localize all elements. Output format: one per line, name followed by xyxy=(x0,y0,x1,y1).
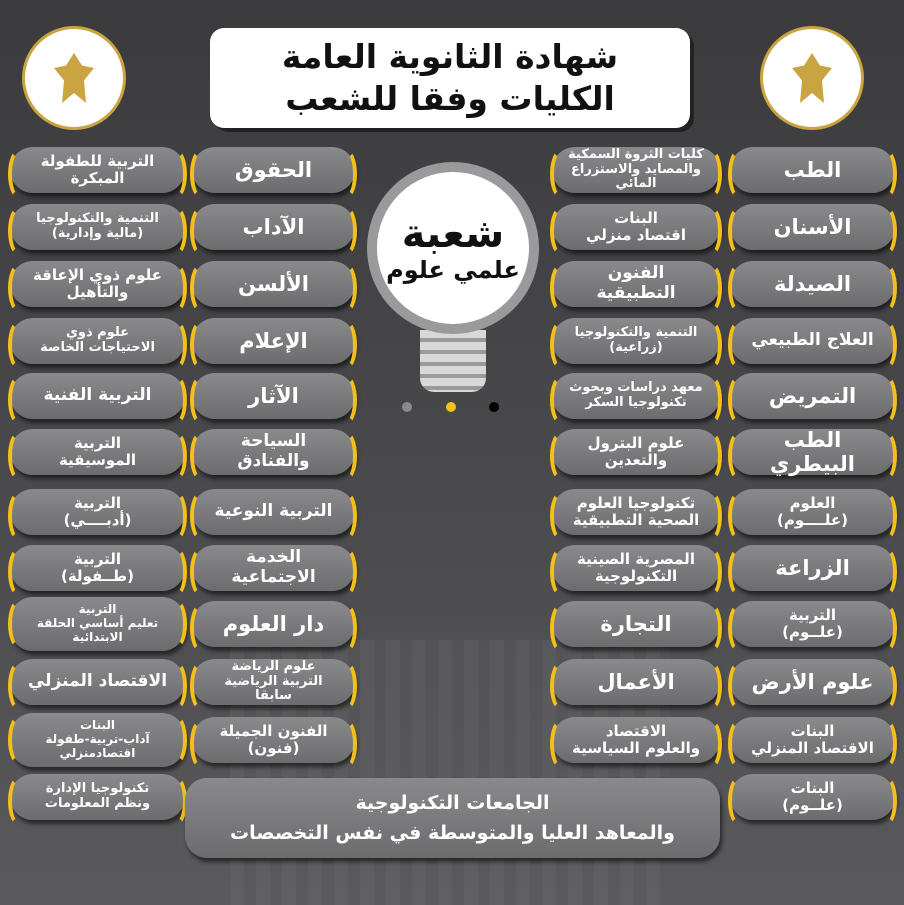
college-item: الحقوق xyxy=(190,147,357,199)
college-item: الصيدلة xyxy=(728,261,897,313)
college-item: الفنون التطبيقية xyxy=(550,261,722,313)
college-item: البنات (علــوم) xyxy=(728,774,897,826)
college-item: العلاج الطبيعي xyxy=(728,318,897,370)
college-item: التمريض xyxy=(728,373,897,425)
college-item: التنمية والتكنولوجيا (زراعية) xyxy=(550,318,722,370)
college-item: التربية (طــفولة) xyxy=(8,545,187,597)
college-item: الطب البيطري xyxy=(728,428,897,481)
college-item: الأسنان xyxy=(728,204,897,256)
dot-yellow xyxy=(446,402,456,412)
college-item: الطب xyxy=(728,147,897,199)
title-line-2: الكليات وفقا للشعب xyxy=(285,79,615,118)
college-item: الأعمال xyxy=(550,659,722,711)
bottom-note: الجامعات التكنولوجية والمعاهد العليا وال… xyxy=(185,778,720,858)
college-item: تكنولوجيا الإدارة ونظم المعلومات xyxy=(8,774,187,826)
college-item: التربية الفنية xyxy=(8,373,187,425)
dot-black xyxy=(489,402,499,412)
title-line-1: شهادة الثانوية العامة xyxy=(281,37,619,76)
college-item: السياحة والفنادق xyxy=(190,429,357,481)
college-item: التربية للطفولة المبكرة xyxy=(8,147,187,199)
eagle-icon xyxy=(54,53,94,103)
college-item: الزراعة xyxy=(728,545,897,597)
college-item: الاقتصاد المنزلي xyxy=(8,659,187,711)
college-item: العلوم (علــــوم) xyxy=(728,489,897,541)
college-item: البنات اقتصاد منزلي xyxy=(550,204,722,256)
college-item: البنات آداب-تربية-طفولة اقتصادمنزلي xyxy=(8,713,187,767)
lightbulb-icon: شعبة علمي علوم xyxy=(367,162,539,334)
bulb-base xyxy=(420,330,486,392)
college-item: الفنون الجميلة (فنون) xyxy=(190,717,357,769)
college-item: علوم البترول والتعدين xyxy=(550,429,722,481)
ministry-education-logo xyxy=(760,26,864,130)
college-item: التربية تعليم أساسي الحلقة الابتدائية xyxy=(8,597,187,651)
college-item: علوم ذوي الإعاقة والتأهيل xyxy=(8,261,187,313)
college-item: علوم الأرض xyxy=(728,659,897,711)
college-item: المصرية الصينية التكنولوجية xyxy=(550,545,722,597)
bottom-line-2: والمعاهد العليا والمتوسطة في نفس التخصصا… xyxy=(230,822,675,844)
college-item: التربية النوعية xyxy=(190,489,357,541)
college-item: التربية الموسيقية xyxy=(8,429,187,481)
college-item: التربية (أدبــــي) xyxy=(8,489,187,541)
ministry-higher-education-logo xyxy=(22,26,126,130)
college-item: علوم الرياضة التربية الرياضية سابقا xyxy=(190,659,357,711)
college-item: الاقتصاد والعلوم السياسية xyxy=(550,717,722,769)
college-item: دار العلوم xyxy=(190,601,357,653)
eagle-icon xyxy=(792,53,832,103)
college-item: الإعلام xyxy=(190,318,357,370)
college-item: الآداب xyxy=(190,204,357,256)
college-item: التجارة xyxy=(550,601,722,653)
college-item: الآثار xyxy=(190,373,357,425)
dot-gray xyxy=(402,402,412,412)
bulb-title: شعبة xyxy=(401,211,505,257)
college-item: علوم ذوي الاحتياجات الخاصة xyxy=(8,318,187,370)
bulb-subtitle: علمي علوم xyxy=(386,256,520,284)
college-item: الألسن xyxy=(190,261,357,313)
college-item: تكنولوجيا العلوم الصحية التطبيقية xyxy=(550,489,722,541)
college-item: البنات الاقتصاد المنزلي xyxy=(728,717,897,769)
college-item: معهد دراسات وبحوث تكنولوجيا السكر xyxy=(550,373,722,425)
college-item: التنمية والتكنولوجيا (مالية وإدارية) xyxy=(8,204,187,256)
bottom-line-1: الجامعات التكنولوجية xyxy=(355,792,550,814)
college-item: الخدمة الاجتماعية xyxy=(190,545,357,597)
college-item: كليات الثروة السمكية والمصايد والاستزراع… xyxy=(550,147,722,199)
college-item: التربية (علــوم) xyxy=(728,601,897,653)
title-box: شهادة الثانوية العامة الكليات وفقا للشعب xyxy=(210,28,690,128)
